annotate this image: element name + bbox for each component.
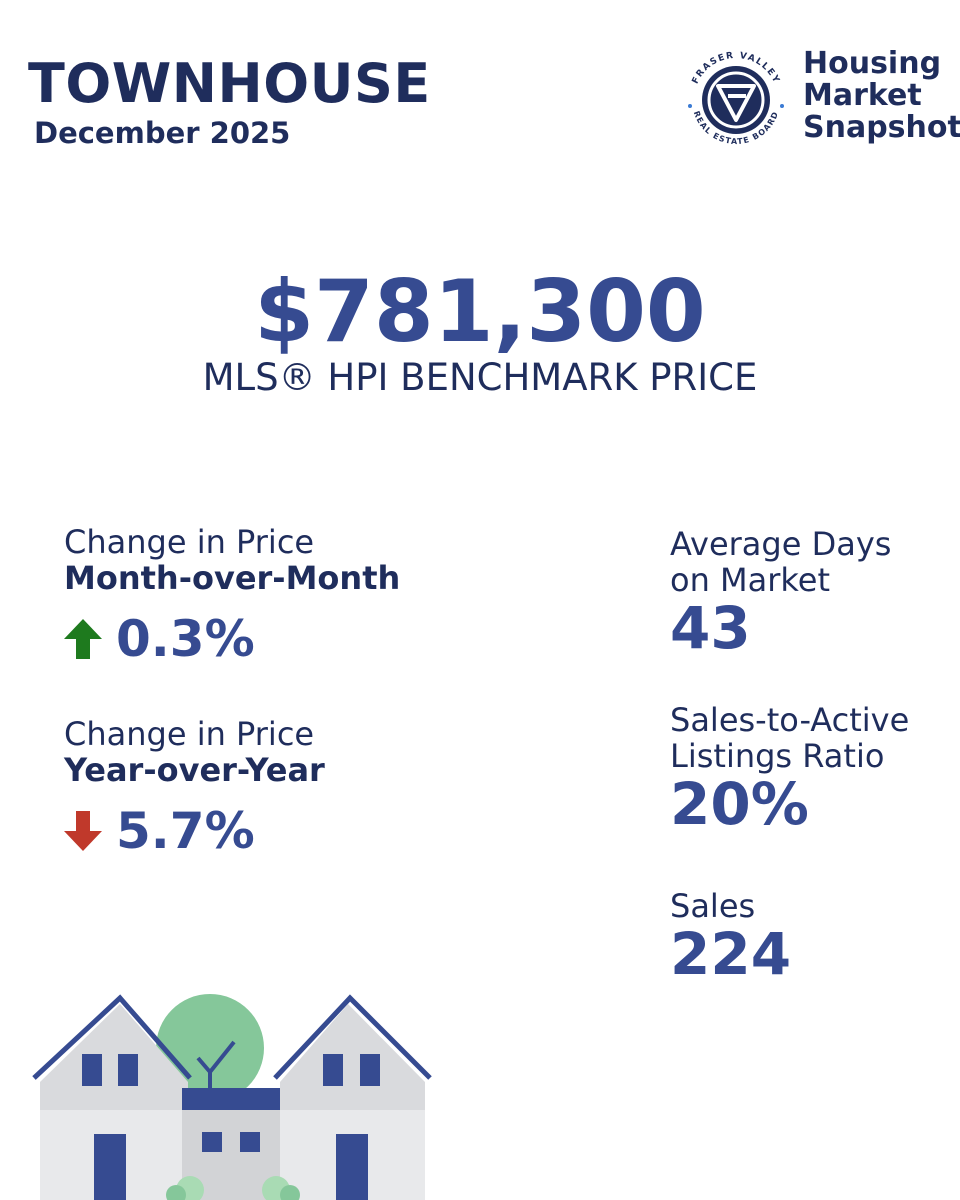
townhouse-illustration: [32, 994, 432, 1200]
arrow-up-icon: [64, 619, 102, 659]
ratio-label-line1: Sales-to-Active: [670, 701, 910, 739]
yoy-block: Change in Price Year-over-Year 5.7%: [64, 716, 325, 860]
sales-ratio-block: Sales-to-Active Listings Ratio 20%: [670, 702, 909, 834]
days-on-market-block: Average Days on Market 43: [670, 526, 891, 658]
snapshot-line: Housing: [803, 46, 942, 81]
report-date: December 2025: [34, 116, 291, 150]
mom-value: 0.3%: [116, 610, 255, 668]
yoy-metric: 5.7%: [64, 802, 325, 860]
sales-value: 224: [670, 920, 792, 988]
tree-icon: [156, 994, 264, 1102]
mom-metric: 0.3%: [64, 610, 400, 668]
snapshot-line: Snapshot: [803, 110, 960, 145]
ratio-value: 20%: [670, 770, 809, 838]
days-label-line1: Average Days: [670, 525, 892, 563]
snapshot-title: Housing Market Snapshot: [803, 48, 960, 144]
ratio-label-line2: Listings Ratio: [670, 737, 885, 775]
days-label-line2: on Market: [670, 561, 831, 599]
sales-label: Sales: [670, 887, 756, 925]
fvreb-logo-icon: FRASER VALLEY REAL ESTATE BOARD: [688, 51, 784, 146]
sales-block: Sales 224: [670, 888, 791, 984]
benchmark-label: MLS® HPI BENCHMARK PRICE: [202, 356, 758, 399]
arrow-down-icon: [64, 811, 102, 851]
yoy-label-bold: Year-over-Year: [64, 751, 325, 789]
yoy-label-top: Change in Price: [64, 715, 315, 753]
benchmark-price: $781,300: [254, 262, 706, 362]
page-title: TOWNHOUSE: [28, 52, 431, 115]
mom-label-top: Change in Price: [64, 523, 315, 561]
days-value: 43: [670, 594, 751, 662]
yoy-value: 5.7%: [116, 802, 255, 860]
mom-label-bold: Month-over-Month: [64, 559, 401, 597]
mom-block: Change in Price Month-over-Month 0.3%: [64, 524, 400, 668]
snapshot-line: Market: [803, 78, 922, 113]
